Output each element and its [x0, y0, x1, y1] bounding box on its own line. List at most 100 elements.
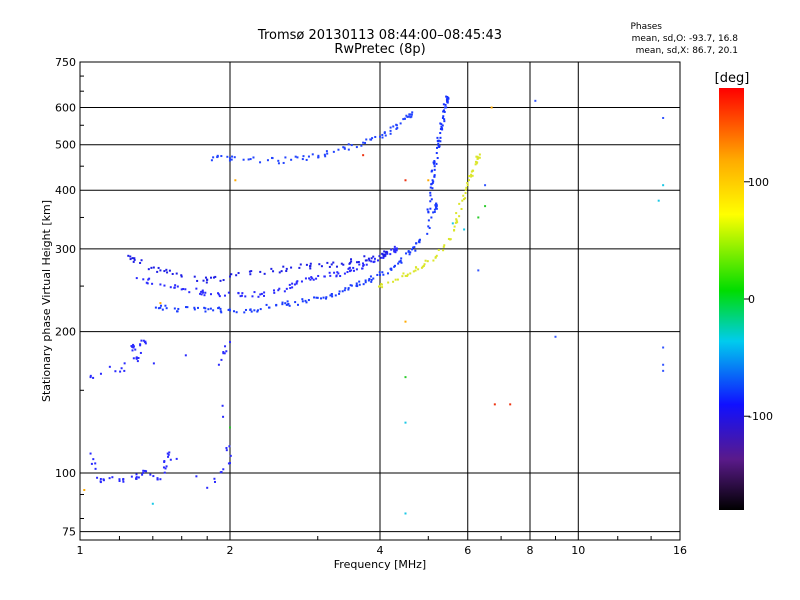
data-point [199, 292, 202, 295]
data-point [373, 257, 376, 260]
data-point [212, 276, 215, 279]
data-point [440, 125, 443, 128]
data-point [381, 271, 384, 274]
data-point [165, 307, 168, 310]
data-point [365, 138, 368, 141]
data-point [301, 298, 304, 301]
data-point [206, 278, 209, 281]
data-point [196, 279, 199, 282]
data-point [447, 97, 450, 100]
y-axis-ticks: 75 100 200 300 400 500 600 750 [55, 56, 84, 539]
data-point [426, 260, 429, 263]
data-point [404, 376, 407, 379]
data-point [243, 311, 246, 314]
data-point [355, 146, 358, 149]
data-point [156, 478, 159, 481]
data-point [360, 144, 363, 147]
data-point [288, 283, 291, 286]
data-point [367, 279, 370, 282]
data-point [326, 261, 329, 264]
data-point [433, 175, 436, 178]
data-point [135, 477, 138, 480]
data-point [411, 111, 414, 114]
data-point [139, 261, 142, 264]
data-point [159, 302, 162, 305]
data-point [484, 184, 487, 187]
data-point [433, 165, 436, 168]
data-point [222, 352, 225, 355]
data-point [395, 249, 398, 252]
data-point [400, 261, 403, 264]
colorbar-tick-label: -100 [748, 410, 773, 423]
data-point [228, 445, 231, 448]
data-point [436, 136, 439, 139]
data-point [214, 275, 217, 278]
data-point [233, 156, 236, 159]
data-point [378, 271, 381, 274]
data-point [151, 282, 154, 285]
data-point [343, 272, 346, 275]
data-point [286, 303, 289, 306]
x-axis-label: Frequency [MHz] [334, 558, 426, 571]
data-point [323, 153, 326, 156]
data-point [427, 179, 430, 182]
data-point [386, 252, 389, 255]
data-point [291, 282, 294, 285]
data-point [94, 462, 97, 465]
data-point [89, 376, 92, 379]
data-point [92, 458, 95, 461]
data-point [83, 489, 86, 492]
y-tick-label: 300 [55, 243, 76, 256]
data-point [114, 370, 117, 373]
data-point [435, 204, 438, 207]
data-point [434, 256, 437, 259]
data-point [431, 179, 434, 182]
data-point [272, 289, 275, 292]
data-point [442, 103, 445, 106]
data-point [421, 265, 424, 268]
data-point [176, 310, 179, 313]
data-point [347, 288, 350, 291]
data-point [200, 290, 203, 293]
data-point [249, 273, 252, 276]
data-point [309, 265, 312, 268]
data-point [136, 360, 139, 363]
data-point [470, 173, 473, 176]
data-point [228, 159, 231, 162]
data-point [286, 300, 289, 303]
data-point [493, 403, 496, 406]
data-point [362, 262, 365, 265]
data-point [343, 147, 346, 150]
data-point [431, 169, 434, 172]
data-point [433, 174, 436, 177]
data-point [227, 291, 230, 294]
data-point [217, 363, 220, 366]
data-point [285, 287, 288, 290]
data-point [343, 289, 346, 292]
data-point [313, 296, 316, 299]
colorbar [719, 88, 744, 510]
data-point [249, 158, 252, 161]
data-point [382, 256, 385, 259]
data-point [265, 303, 268, 306]
data-point [446, 100, 449, 103]
data-point [144, 340, 147, 343]
data-point [350, 269, 353, 272]
colorbar-ticks: 100 0 -100 [744, 176, 773, 423]
data-point [336, 271, 339, 274]
data-point [250, 310, 253, 313]
data-point [406, 115, 409, 118]
data-point [167, 453, 170, 456]
data-point [171, 272, 174, 275]
data-point [229, 462, 231, 465]
x-tick-label: 1 [77, 544, 84, 557]
data-point [441, 124, 444, 127]
data-point [132, 357, 135, 360]
data-point [300, 280, 303, 283]
data-point [229, 426, 231, 429]
data-point [364, 141, 367, 144]
data-point [217, 307, 220, 310]
data-point [446, 101, 449, 104]
data-point [405, 252, 408, 255]
data-point [393, 250, 396, 253]
